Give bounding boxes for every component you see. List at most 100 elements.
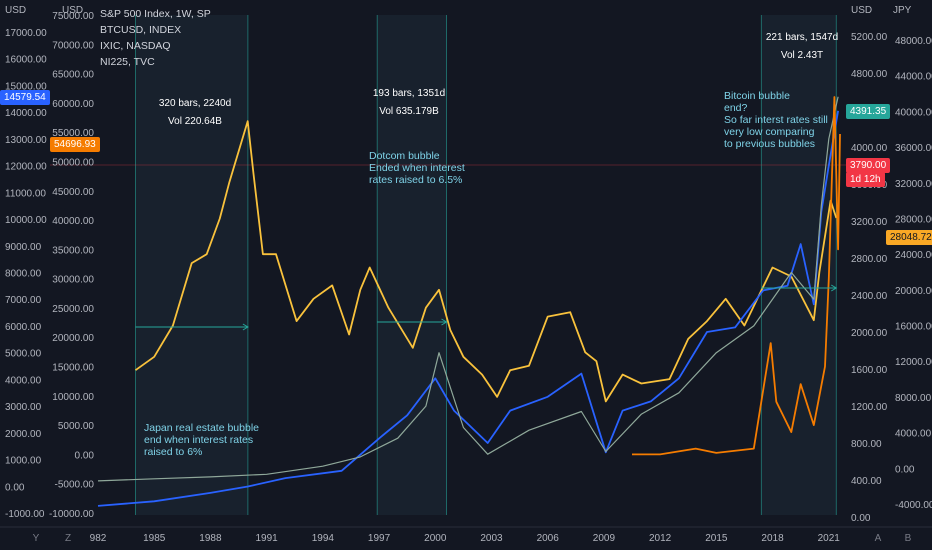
axis-left1-tick-15: 2000.00 [5, 429, 42, 440]
footer-icon-z: Z [65, 533, 71, 544]
x-tick-2015: 2015 [705, 533, 728, 544]
axis-right1-tick-12: 400.00 [851, 476, 882, 487]
axis-left2-tick-11: 20000.00 [52, 333, 94, 344]
legend-ni225[interactable]: NI225, TVC [100, 56, 155, 68]
bubble-region-3 [761, 15, 837, 515]
note-dotcom-bubble[interactable]: Dotcom bubble Ended when interest rates … [369, 150, 465, 186]
axis-right1-tick-0: 5200.00 [851, 32, 888, 43]
axis-right2-tick-10: 8000.00 [895, 393, 932, 404]
btc-price-badge: 54696.93 [50, 137, 100, 152]
axis-left1-tick-5: 12000.00 [5, 162, 47, 173]
axis-right1-tick-7: 2400.00 [851, 291, 888, 302]
series-line-ixic [97, 96, 839, 482]
measure-1-bars: 320 bars, 2240d [158, 98, 232, 109]
axis-left1-tick-9: 8000.00 [5, 269, 42, 280]
x-tick-2012: 2012 [649, 533, 672, 544]
axis-right1-tick-9: 1600.00 [851, 365, 888, 376]
axis-right2-tick-4: 32000.00 [895, 179, 932, 190]
axis-left2-tick-6: 45000.00 [52, 187, 94, 198]
axis-left2-tick-16: -5000.00 [55, 480, 95, 491]
axis-left2-tick-2: 65000.00 [52, 70, 94, 81]
axis-right1-tick-3: 4000.00 [851, 143, 888, 154]
axis-left2-tick-5: 50000.00 [52, 157, 94, 168]
footer-icon-y: Y [33, 533, 40, 544]
axis-right2-tick-12: 0.00 [895, 464, 915, 475]
axis-left2-tick-9: 30000.00 [52, 275, 94, 286]
x-tick-1997: 1997 [368, 533, 391, 544]
axis-right1-tick-11: 800.00 [851, 439, 882, 450]
axis-left2-tick-13: 10000.00 [52, 392, 94, 403]
measure-arrowhead-2 [441, 318, 448, 326]
axis-right1-unit: USD [851, 5, 872, 16]
axis-right1-tick-5: 3200.00 [851, 217, 888, 228]
note-bitcoin-bubble[interactable]: Bitcoin bubble end? So far interst rates… [724, 90, 828, 150]
axis-right2-tick-7: 20000.00 [895, 286, 932, 297]
axis-left1-tick-14: 3000.00 [5, 402, 42, 413]
measure-arrowhead-1 [242, 323, 249, 331]
x-tick-2018: 2018 [761, 533, 784, 544]
axis-left1-tick-17: 0.00 [5, 482, 25, 493]
series-line-btcusd [632, 96, 841, 456]
measure-3-bars: 221 bars, 1547d [765, 32, 839, 43]
axis-left1-tick-12: 5000.00 [5, 349, 42, 360]
axis-right2-tick-3: 36000.00 [895, 143, 932, 154]
footer-icon-a: A [875, 533, 882, 544]
measure-2-vol: Vol 635.179B [379, 106, 439, 117]
axis-left2-unit: USD [62, 5, 83, 16]
axis-right1-tick-6: 2800.00 [851, 254, 888, 265]
measure-1-vol: Vol 220.64B [168, 116, 222, 127]
x-tick-1994: 1994 [312, 533, 335, 544]
measure-3-vol: Vol 2.43T [780, 50, 824, 61]
axis-left1-unit: USD [5, 5, 26, 16]
axis-left2-tick-4: 55000.00 [52, 128, 94, 139]
axis-left2-tick-3: 60000.00 [52, 99, 94, 110]
x-tick-2006: 2006 [537, 533, 560, 544]
x-tick-2009: 2009 [593, 533, 616, 544]
axis-left2-tick-8: 35000.00 [52, 245, 94, 256]
axis-right2-tick-0: 48000.00 [895, 36, 932, 47]
measure-arrowhead-3 [830, 284, 838, 292]
axis-right2-tick-11: 4000.00 [895, 429, 932, 440]
axis-right1-tick-10: 1200.00 [851, 402, 888, 413]
axis-right1-tick-1: 4800.00 [851, 69, 888, 80]
footer-icon-b: B [905, 533, 912, 544]
axis-right2-tick-2: 40000.00 [895, 107, 932, 118]
x-tick-2003: 2003 [480, 533, 503, 544]
axis-left2-tick-12: 15000.00 [52, 363, 94, 374]
axis-left2-tick-0: 75000.00 [52, 11, 94, 22]
note-japan-bubble[interactable]: Japan real estate bubble end when intere… [144, 422, 260, 458]
ixic-price-badge: 14579.54 [0, 90, 50, 105]
x-tick-1988: 1988 [199, 533, 222, 544]
series-line-s-p-500-index [97, 110, 839, 507]
x-tick-1991: 1991 [256, 533, 279, 544]
axis-left2-tick-15: 0.00 [75, 450, 95, 461]
bubble-region-2 [377, 15, 447, 515]
axis-left1-tick-4: 13000.00 [5, 135, 47, 146]
axis-left2-tick-14: 5000.00 [58, 421, 95, 432]
axis-left1-tick-10: 7000.00 [5, 295, 42, 306]
axis-right2-unit: JPY [893, 5, 912, 16]
legend-sp500[interactable]: S&P 500 Index, 1W, SP [100, 8, 211, 20]
axis-right2-tick-6: 24000.00 [895, 250, 932, 261]
axis-left2-tick-17: -10000.00 [49, 509, 94, 520]
axis-left1-tick-8: 9000.00 [5, 242, 42, 253]
axis-right2-tick-13: -4000.00 [895, 500, 932, 511]
crosshair-price-badge: 3790.00 [846, 158, 891, 173]
axis-left1-tick-13: 4000.00 [5, 375, 42, 386]
x-tick-2000: 2000 [424, 533, 447, 544]
axis-left1-tick-0: 17000.00 [5, 28, 47, 39]
axis-left2-tick-1: 70000.00 [52, 40, 94, 51]
axis-left1-tick-6: 11000.00 [5, 188, 46, 199]
axis-left1-tick-2: 15000.00 [5, 81, 47, 92]
ni225-price-badge: 28048.72 [886, 230, 932, 245]
axis-right1-tick-8: 2000.00 [851, 328, 888, 339]
x-tick-1985: 1985 [143, 533, 166, 544]
x-tick-982: 982 [90, 533, 107, 544]
legend-btcusd[interactable]: BTCUSD, INDEX [100, 24, 182, 36]
axis-left1-tick-16: 1000.00 [5, 456, 42, 467]
axis-left1-tick-11: 6000.00 [5, 322, 42, 333]
axis-left1-tick-1: 16000.00 [5, 55, 47, 66]
measure-2-bars: 193 bars, 1351d [372, 88, 446, 99]
legend-ixic[interactable]: IXIC, NASDAQ [100, 40, 171, 52]
